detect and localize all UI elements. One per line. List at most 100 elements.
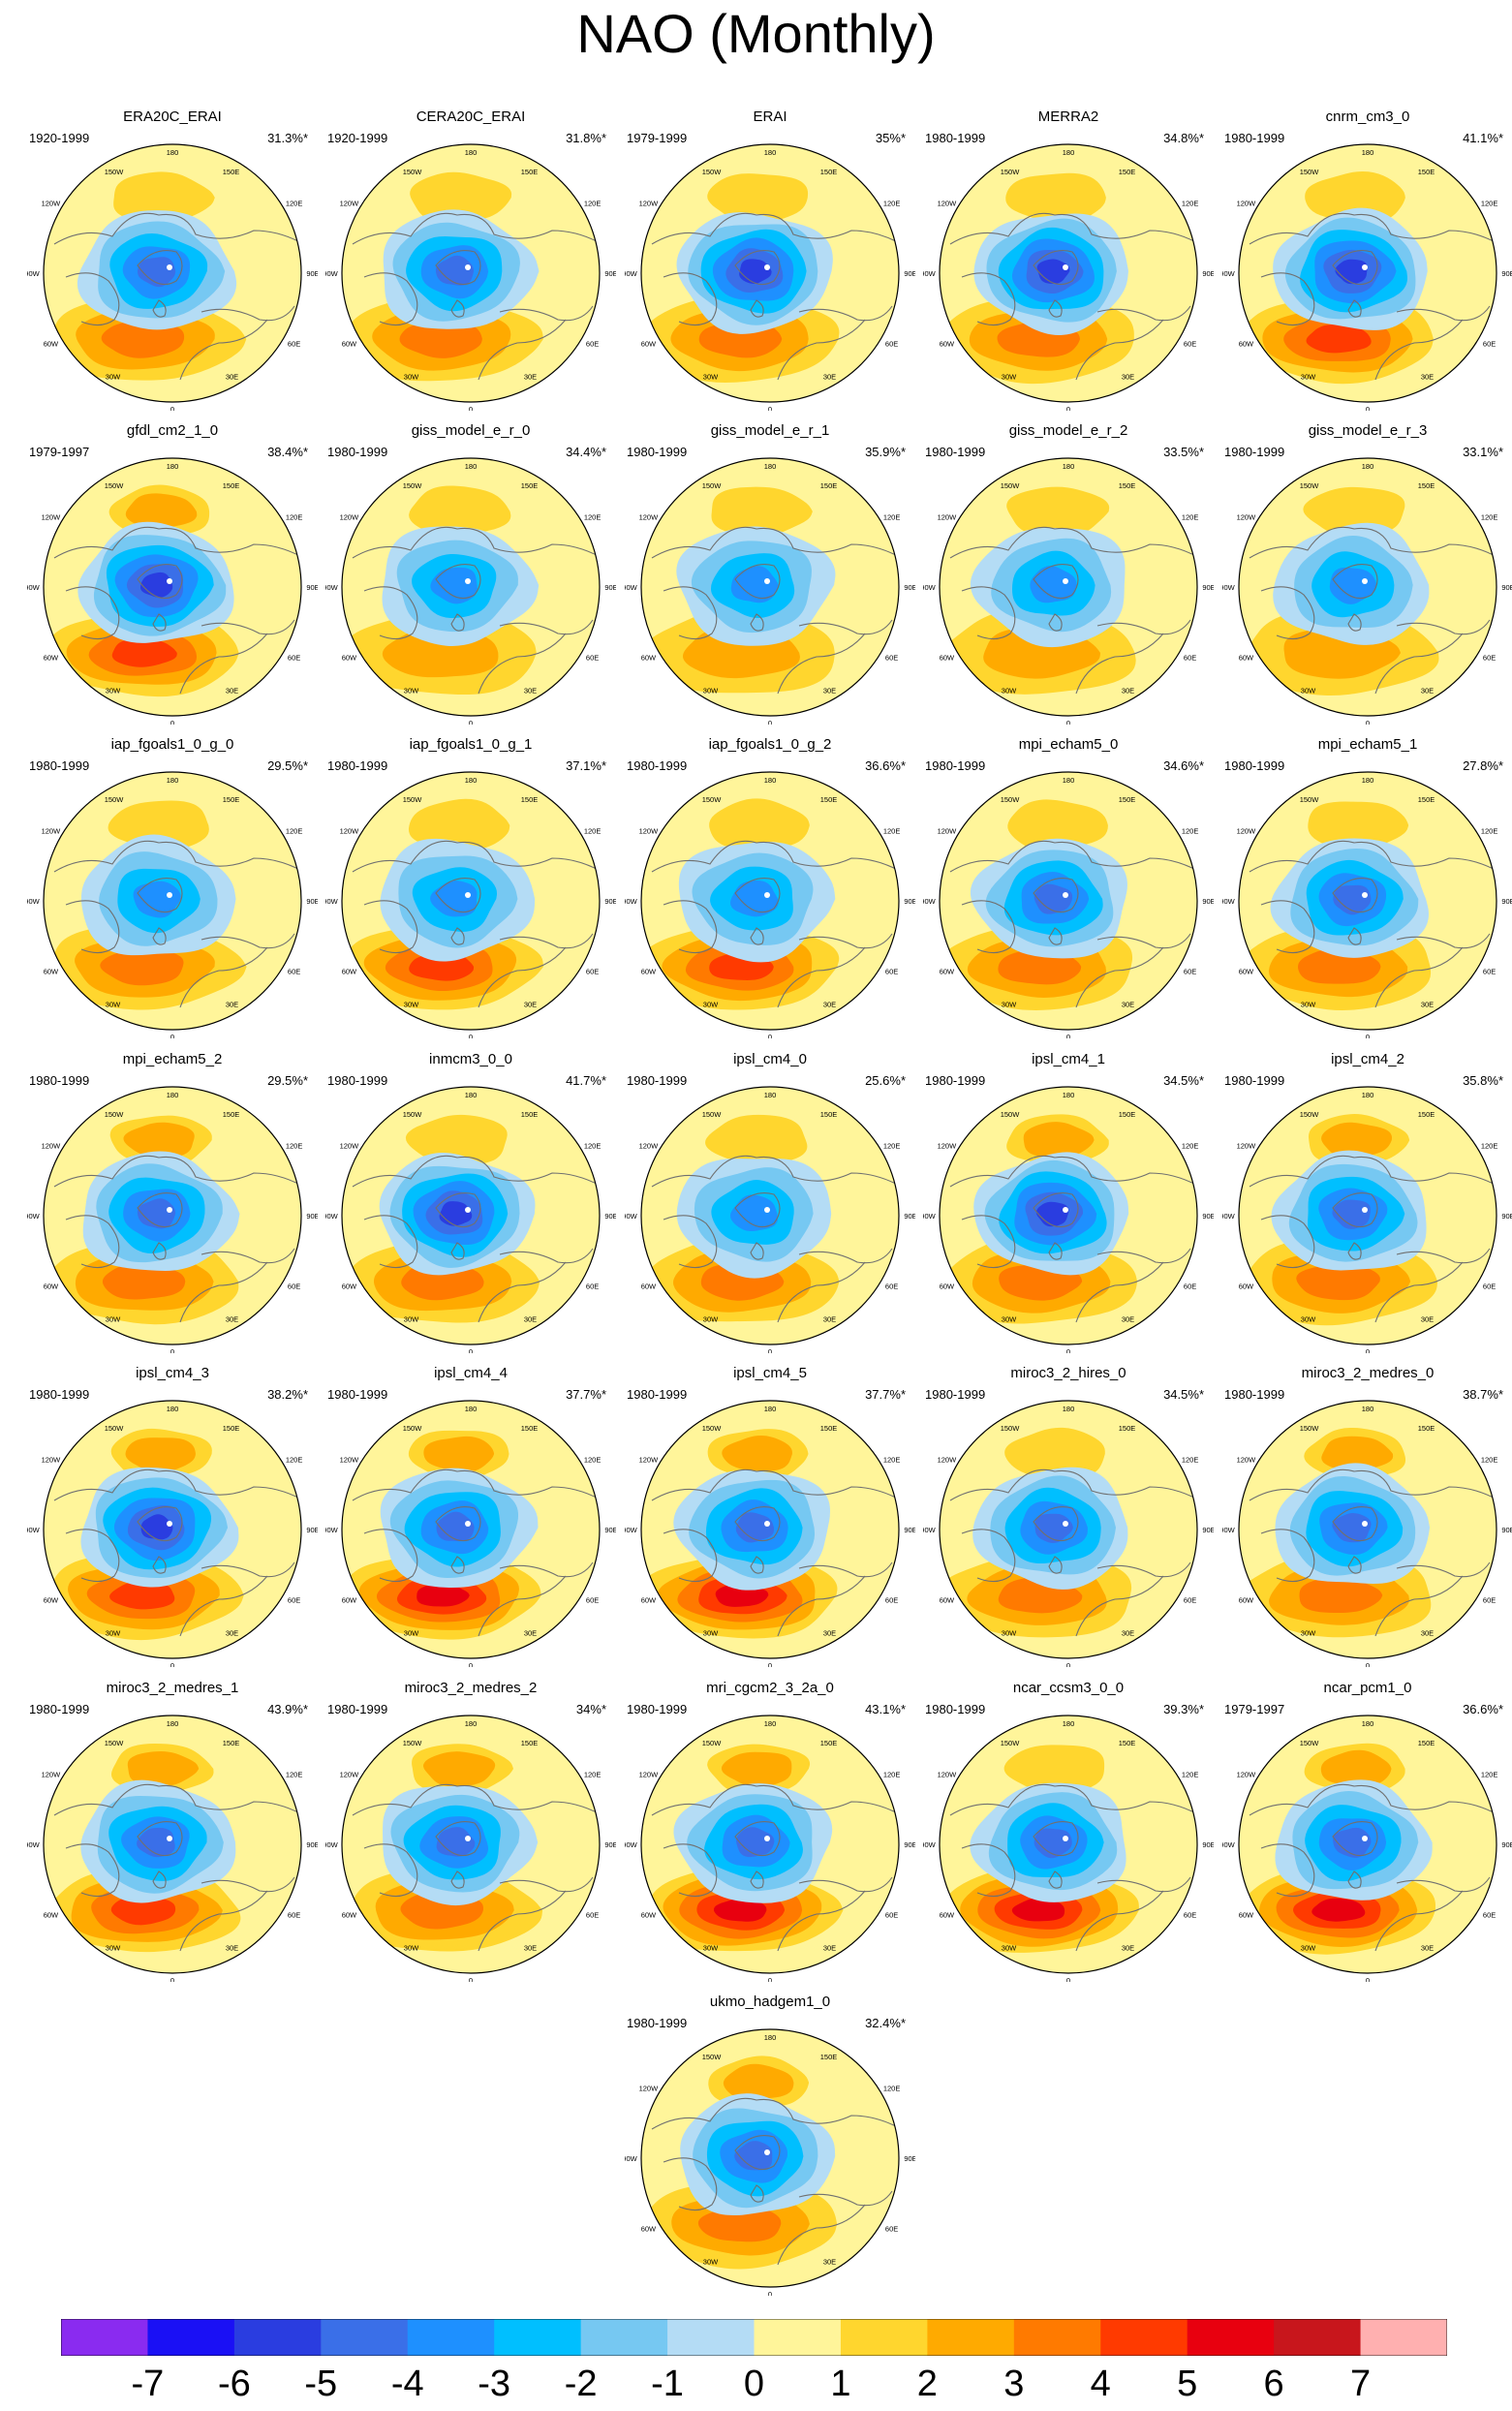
map-frame (939, 771, 1198, 1031)
longitude-label: 90E (306, 1526, 318, 1534)
longitude-label: 150E (1418, 168, 1435, 176)
longitude-label: 90W (325, 1840, 339, 1849)
longitude-label: 60E (288, 968, 300, 976)
north-pole-marker (1362, 1521, 1368, 1527)
longitude-label: 60E (1184, 968, 1196, 976)
longitude-label: 120W (1237, 513, 1257, 522)
longitude-label: 150W (1300, 1424, 1320, 1433)
longitude-label: 120E (1182, 827, 1199, 836)
longitude-label: 30E (823, 1315, 836, 1324)
panel-years: 1980-1999 (627, 1387, 688, 1402)
longitude-label: 60E (288, 340, 300, 349)
panel-years: 1980-1999 (29, 1073, 90, 1088)
icelandic-low-contour (730, 566, 779, 603)
longitude-label: 60W (44, 968, 59, 976)
pacific-high-contour (1305, 170, 1405, 223)
panel-years: 1980-1999 (627, 1702, 688, 1716)
icelandic-low-contour (436, 1827, 476, 1857)
icelandic-low-contour (734, 2141, 773, 2171)
longitude-label: 150E (1119, 168, 1136, 176)
polar-map: 180 150E 120E 90E 60E 30E 0 30W 60W 90W 120W 150W (325, 1400, 616, 1667)
map-panel: inmcm3_0_0 1980-1999 41.7%* 180 150E 120E 90E 6… (325, 1051, 616, 1353)
pacific-high-contour (408, 798, 510, 850)
panel-title: mpi_echam5_1 (1317, 736, 1418, 753)
colorbar-tick-label: 7 (1349, 2364, 1372, 2404)
map-frame (1238, 1715, 1497, 1974)
map-panel: mpi_echam5_0 1980-1999 34.6%* 180 150E 120E 90… (923, 736, 1214, 1038)
panel-title: ipsl_cm4_1 (1032, 1051, 1105, 1067)
coastlines (352, 1468, 600, 1637)
pacific-high-contour (1005, 172, 1106, 225)
longitude-label: 0 (1366, 1347, 1370, 1353)
longitude-label: 90W (27, 269, 41, 278)
panel-title: giss_model_e_r_1 (710, 422, 830, 439)
longitude-label: 60W (940, 340, 955, 349)
longitude-label: 30W (404, 687, 419, 695)
panel-title: giss_model_e_r_2 (1008, 422, 1128, 439)
longitude-label: 150E (820, 2053, 838, 2061)
longitude-label: 30W (703, 373, 719, 382)
longitude-label: 0 (1366, 719, 1370, 725)
panel-title: iap_fgoals1_0_g_1 (409, 736, 533, 753)
colorbar-tick-label: -3 (478, 2364, 511, 2404)
longitude-label: 150W (1300, 168, 1320, 176)
panel-variance: 43.9%* (267, 1702, 308, 1716)
panel-years: 1980-1999 (327, 1387, 388, 1402)
longitude-label: 30E (823, 1629, 836, 1638)
longitude-label: 120E (286, 1771, 303, 1779)
longitude-label: 90E (306, 897, 318, 906)
map-frame (341, 143, 601, 403)
longitude-label: 30E (226, 687, 238, 695)
longitude-label: 60E (288, 1911, 300, 1920)
map-panel: ipsl_cm4_3 1980-1999 38.2%* 180 150E 120E 90E 6… (27, 1365, 318, 1667)
icelandic-low-contour (1034, 1513, 1073, 1543)
longitude-label: 60W (44, 1596, 59, 1605)
panel-title: MERRA2 (1037, 108, 1099, 125)
panel-variance: 34.5%* (1163, 1387, 1204, 1402)
longitude-label: 30E (524, 1315, 537, 1324)
map-frame (640, 2028, 900, 2288)
longitude-label: 60W (940, 968, 955, 976)
longitude-label: 120E (1182, 200, 1199, 208)
longitude-label: 90E (604, 1526, 616, 1534)
longitude-label: 0 (1366, 1661, 1370, 1667)
longitude-label: 90E (1501, 1526, 1512, 1534)
polar-map: 180 150E 120E 90E 60E 30E 0 30W 60W 90W 120W 150W (325, 143, 616, 411)
panel-title: ipsl_cm4_5 (733, 1365, 807, 1381)
polar-map: 180 150E 120E 90E 60E 30E 0 30W 60W 90W 120W 150W (325, 771, 616, 1038)
longitude-label: 120W (1237, 1142, 1257, 1151)
coastlines (352, 1155, 600, 1323)
polar-map: 180 150E 120E 90E 60E 30E 0 30W 60W 90W 120W 150W (325, 457, 616, 725)
longitude-label: 30E (1421, 373, 1434, 382)
coastlines (1249, 840, 1497, 1008)
azores-high-contour (1306, 324, 1372, 354)
longitude-label: 30E (1122, 687, 1134, 695)
icelandic-low-contour (1034, 1828, 1072, 1859)
panel-years: 1980-1999 (627, 445, 688, 459)
north-pole-marker (465, 1207, 471, 1213)
coastlines (53, 1468, 301, 1637)
polar-map: 180 150E 120E 90E 60E 30E 0 30W 60W 90W 120W 150W (27, 1715, 318, 1982)
longitude-label: 120W (340, 513, 360, 522)
icelandic-low-contour (140, 1514, 173, 1540)
longitude-label: 120E (883, 1142, 901, 1151)
colorbar-tick-label: 6 (1263, 2364, 1284, 2404)
coastlines (1249, 1155, 1497, 1323)
polar-map: 180 150E 120E 90E 60E 30E 0 30W 60W 90W 120W 150W (1222, 457, 1512, 725)
longitude-label: 60E (885, 1283, 898, 1291)
longitude-label: 150W (105, 795, 125, 804)
north-pole-marker (1063, 1521, 1068, 1527)
icelandic-low-contour (735, 1512, 775, 1543)
longitude-label: 90E (1202, 1840, 1214, 1849)
longitude-label: 60W (641, 1283, 657, 1291)
colorbar-swatch (1187, 2319, 1275, 2356)
panel-years: 1980-1999 (29, 1702, 90, 1716)
panel-years: 1980-1999 (925, 1073, 986, 1088)
longitude-label: 30E (1122, 1629, 1134, 1638)
coastlines (949, 1468, 1197, 1637)
longitude-label: 60W (342, 340, 357, 349)
longitude-label: 120W (42, 827, 62, 836)
longitude-label: 30E (1421, 1001, 1434, 1009)
longitude-label: 90W (325, 897, 339, 906)
longitude-label: 150W (702, 168, 723, 176)
